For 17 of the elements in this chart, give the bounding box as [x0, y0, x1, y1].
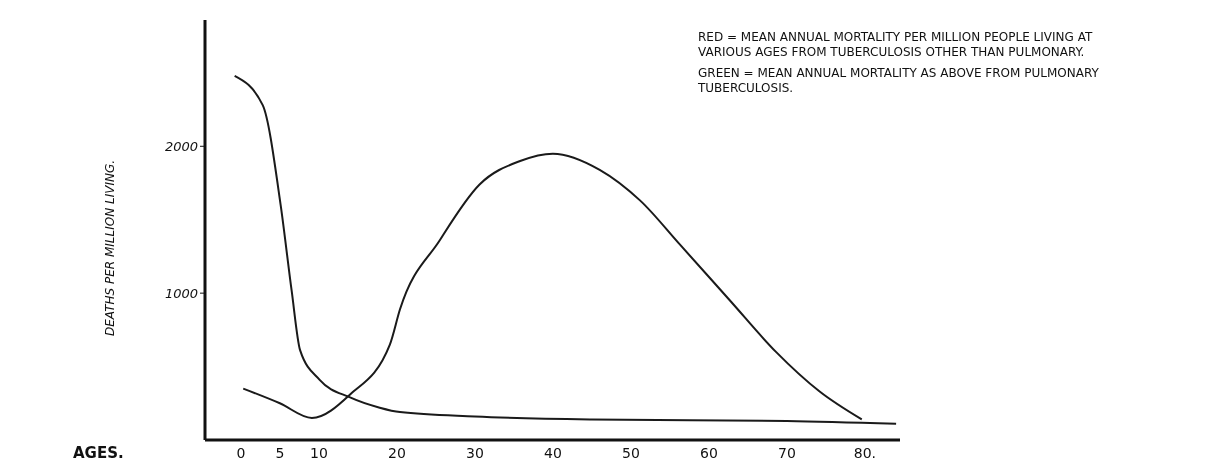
annotation: GREEN = MEAN ANNUAL MORTALITY AS ABOVE FROM PULMONARY TUBERCULOSIS. [698, 66, 1100, 96]
x-tick-label: 40 [543, 444, 562, 461]
x-tick-label: 70 [777, 444, 796, 461]
x-tick-label: 30 [465, 444, 484, 461]
x-tick-label: 10 [309, 444, 328, 461]
x-tick-label: 0 [236, 444, 246, 461]
x-tick-label: 50 [621, 444, 640, 461]
x-tick-label: 5 [275, 444, 285, 461]
y-tick-label: 2000 [164, 138, 198, 154]
y-tick-label: 1000 [164, 285, 198, 301]
x-tick-label: 60 [699, 444, 718, 461]
y-axis-title: DEATHS PER MILLION LIVING. [103, 159, 117, 337]
line-series [242, 152, 863, 421]
annotation: RED = MEAN ANNUAL MORTALITY PER MILLION PEOPLE LIVING AT VARIOUS AGES FROM TUBERCULOSIS OTHER THAN PULMONARY. [698, 30, 1094, 60]
x-axis-title: AGES. [73, 444, 124, 462]
x-tick-label: 20 [387, 444, 406, 461]
x-tick-label: 80. [853, 444, 877, 461]
